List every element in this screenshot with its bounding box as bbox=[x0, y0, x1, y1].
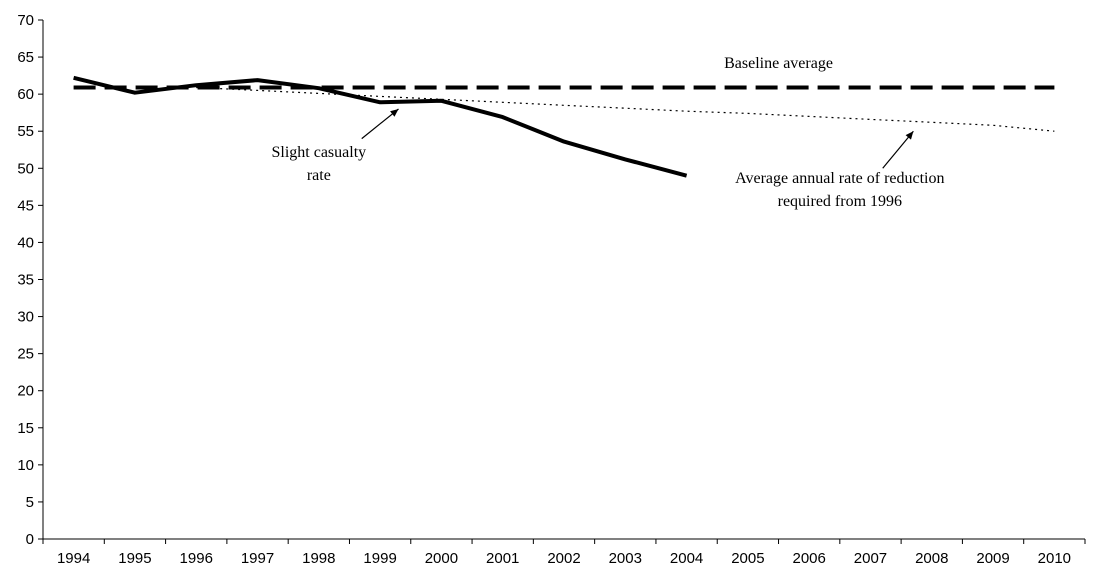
x-tick-label: 2010 bbox=[1038, 550, 1071, 567]
annotation-slight-line-1: Slight casualty bbox=[271, 144, 366, 161]
x-tick-label: 2004 bbox=[670, 550, 703, 567]
y-tick-label: 30 bbox=[17, 309, 34, 326]
annotation-baseline-line-1: Baseline average bbox=[724, 55, 833, 72]
x-tick-label: 1994 bbox=[57, 550, 90, 567]
axes bbox=[42, 20, 1085, 540]
y-axis-ticks: 0 5 10 15 20 25 30 35 40 45 50 55 60 65 70 bbox=[17, 12, 43, 548]
y-tick-label: 65 bbox=[17, 49, 34, 66]
annotation-layer: Baseline average Slight casualty rate Avera… bbox=[271, 55, 944, 210]
x-tick-label: 1999 bbox=[363, 550, 396, 567]
x-tick-label: 2003 bbox=[609, 550, 642, 567]
y-tick-label: 0 bbox=[26, 531, 34, 548]
annotation-reduction-line-2: required from 1996 bbox=[778, 193, 902, 210]
annotation-slight-arrow-head bbox=[390, 108, 399, 117]
x-tick-label: 1998 bbox=[302, 550, 335, 567]
series-layer bbox=[73, 75, 1055, 178]
x-tick-label: 2002 bbox=[547, 550, 580, 567]
x-tick-label: 2007 bbox=[854, 550, 887, 567]
x-axis-ticks: 1994 1995 1996 1997 1998 1999 2000 2001 2002 2003… bbox=[42, 539, 1086, 567]
y-tick-label: 70 bbox=[17, 12, 34, 29]
series-line-slight-casualty-rate bbox=[73, 75, 688, 178]
y-tick-label: 35 bbox=[17, 272, 34, 289]
y-tick-label: 5 bbox=[26, 494, 34, 511]
annotation-slight-line-2: rate bbox=[307, 167, 331, 184]
y-tick-label: 45 bbox=[17, 197, 34, 214]
annotation-reduction-arrow-shaft bbox=[882, 130, 914, 169]
x-tick-label: 1996 bbox=[180, 550, 213, 567]
y-tick-label: 50 bbox=[17, 160, 34, 177]
annotation-reduction-line-1: Average annual rate of reduction bbox=[735, 170, 944, 187]
y-tick-label: 60 bbox=[17, 86, 34, 103]
y-tick-label: 20 bbox=[17, 383, 34, 400]
x-tick-label: 1997 bbox=[241, 550, 274, 567]
y-tick-label: 10 bbox=[17, 457, 34, 474]
x-tick-label: 2001 bbox=[486, 550, 519, 567]
x-tick-label: 2005 bbox=[731, 550, 764, 567]
x-tick-label: 1995 bbox=[118, 550, 151, 567]
x-tick-label: 2000 bbox=[425, 550, 458, 567]
annotation-reduction-arrow-head bbox=[905, 131, 914, 140]
y-tick-label: 15 bbox=[17, 420, 34, 437]
y-tick-label: 55 bbox=[17, 123, 34, 140]
y-tick-label: 25 bbox=[17, 346, 34, 363]
x-tick-label: 2006 bbox=[792, 550, 825, 567]
y-tick-label: 40 bbox=[17, 234, 34, 251]
x-tick-label: 2008 bbox=[915, 550, 948, 567]
series-line-average-annual-rate-of-reduction-required-from-1996 bbox=[196, 86, 1055, 132]
x-tick-label: 2009 bbox=[976, 550, 1009, 567]
